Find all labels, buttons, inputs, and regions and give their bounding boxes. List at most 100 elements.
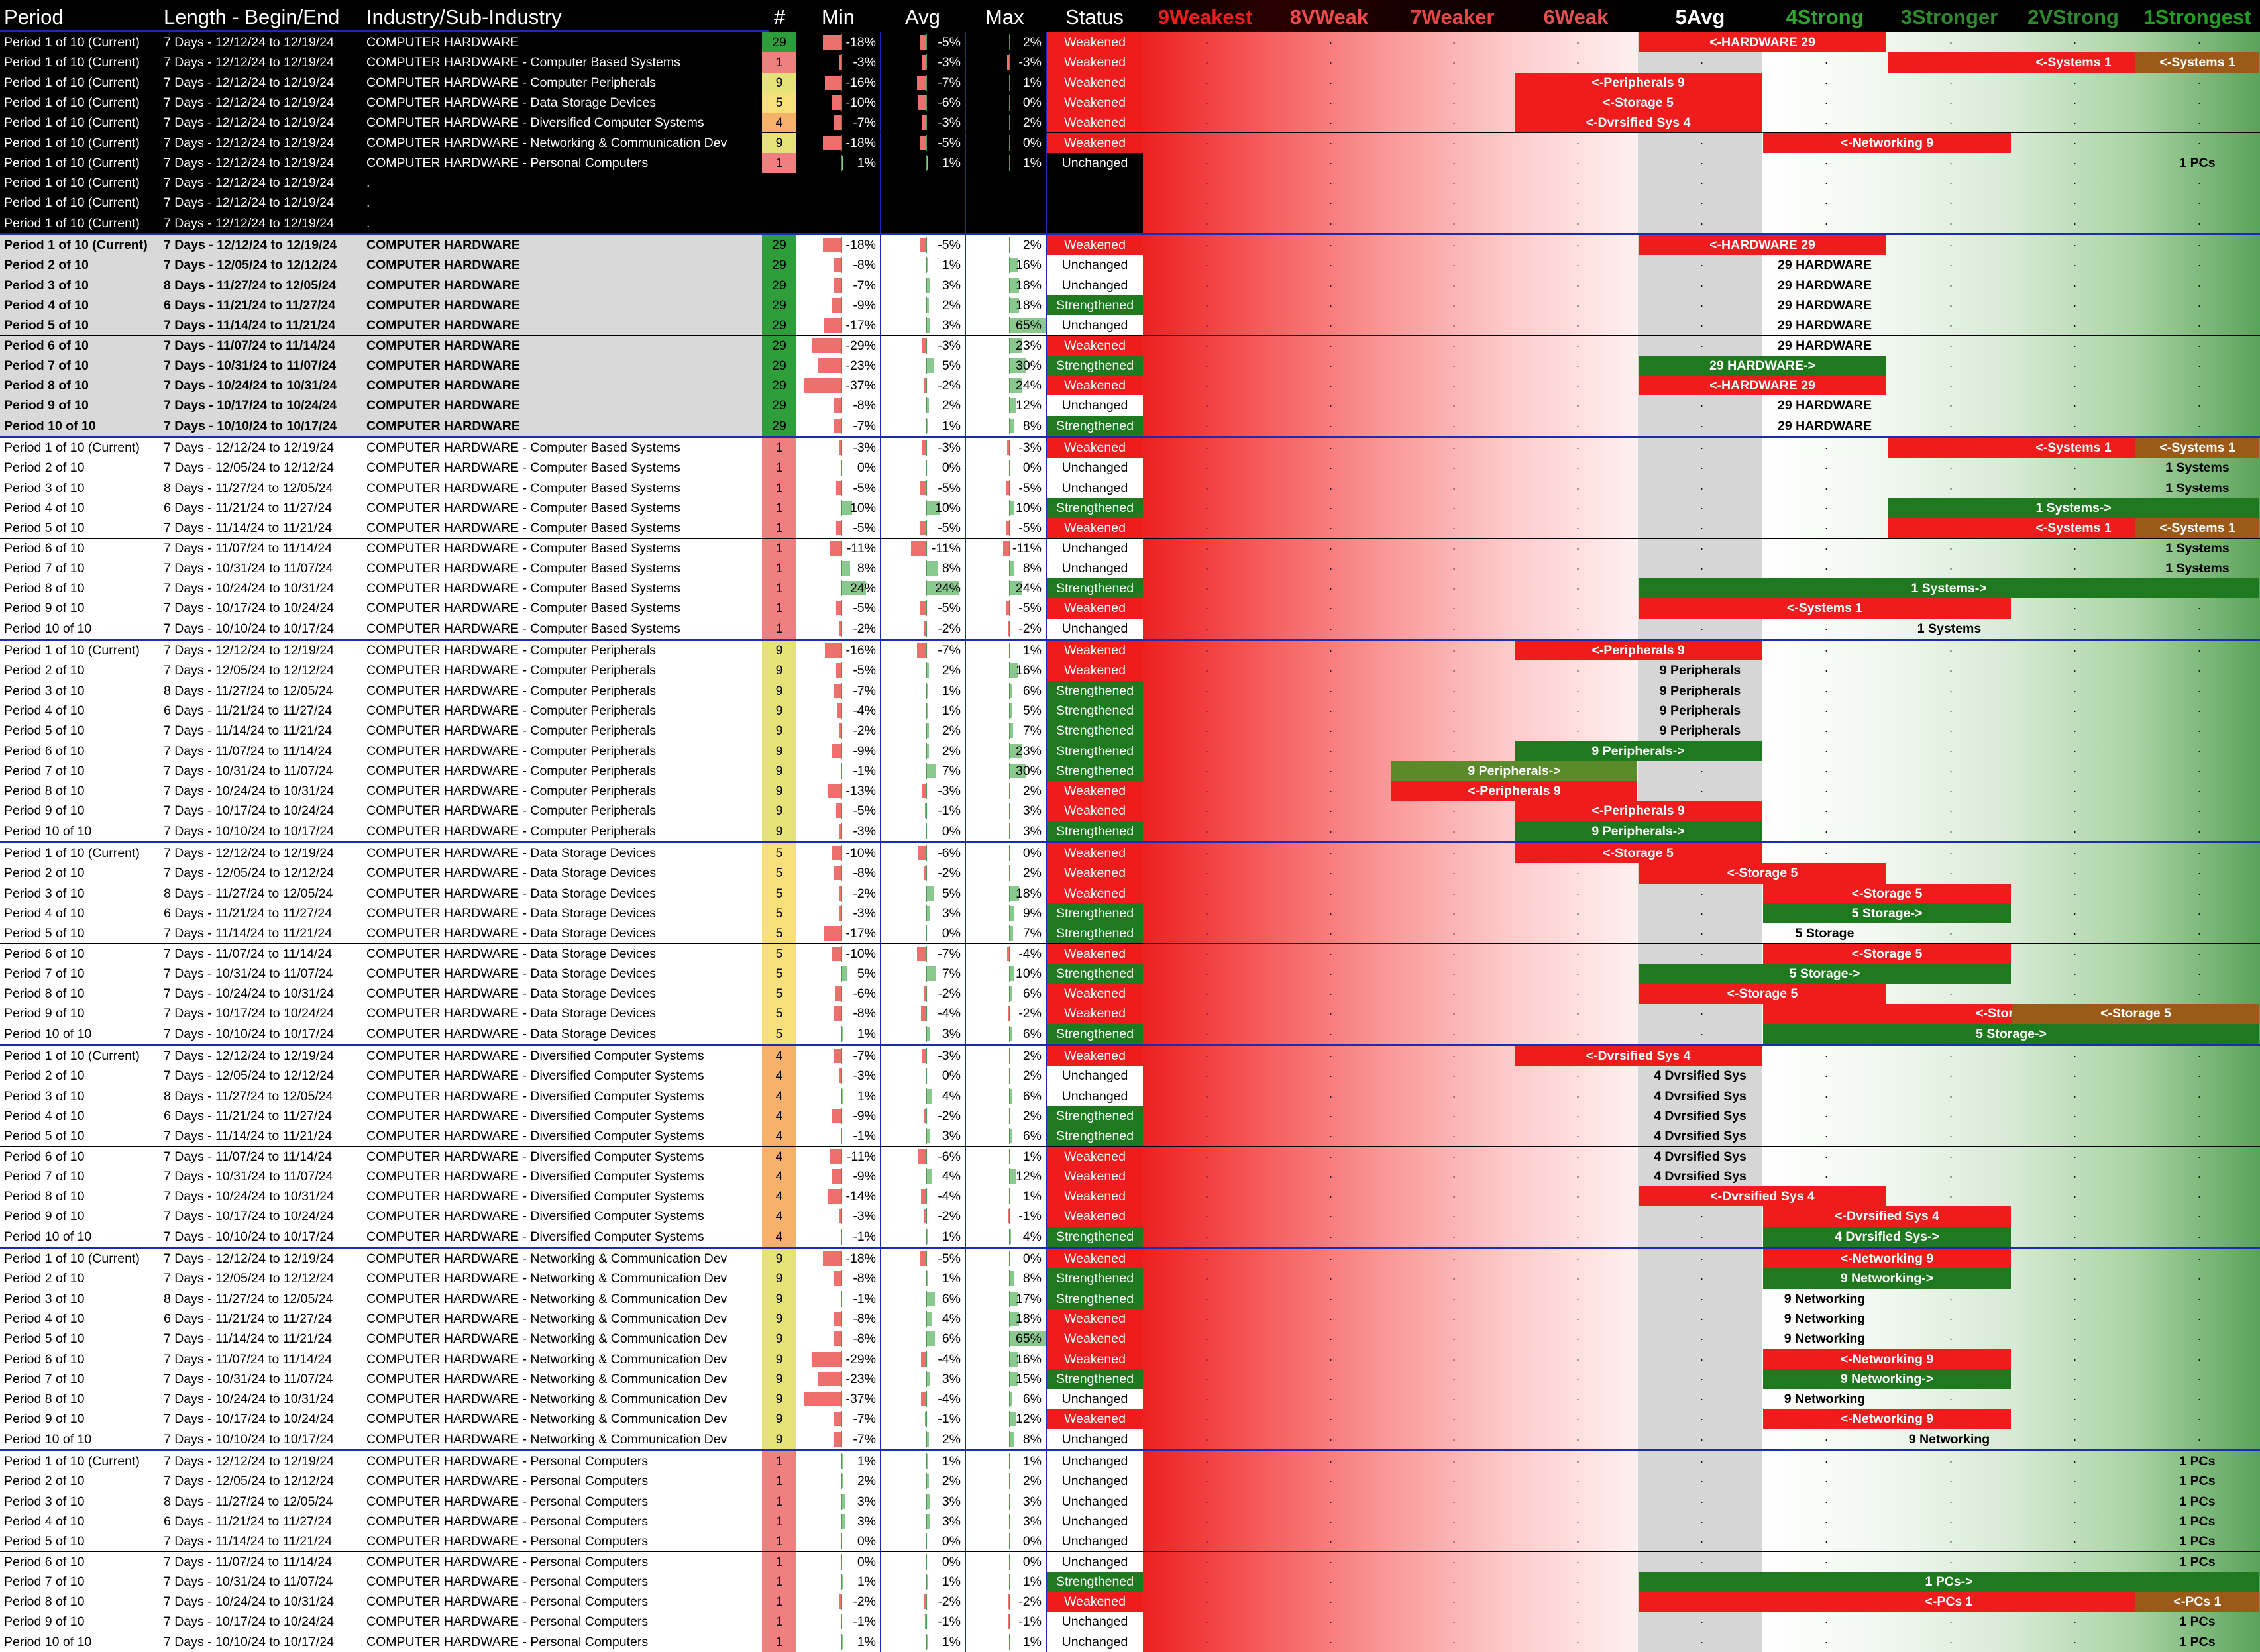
period-cell: Period 7 of 10: [4, 1572, 162, 1592]
table-row[interactable]: Period 3 of 10 8 Days - 11/27/24 to 12/05…: [0, 1491, 2260, 1512]
table-row[interactable]: Period 5 of 10 7 Days - 11/14/24 to 11/21…: [0, 923, 2260, 944]
table-row[interactable]: Period 9 of 10 7 Days - 10/17/24 to 10/24…: [0, 1612, 2260, 1632]
avg-axis: [926, 134, 928, 151]
table-row[interactable]: Period 8 of 10 7 Days - 10/24/24 to 10/31…: [0, 1389, 2260, 1410]
table-row[interactable]: Period 8 of 10 7 Days - 10/24/24 to 10/31…: [0, 781, 2260, 801]
table-row[interactable]: Period 7 of 10 7 Days - 10/31/24 to 11/07…: [0, 1368, 2260, 1390]
table-row[interactable]: Period 6 of 10 7 Days - 11/07/24 to 11/14…: [0, 1551, 2260, 1572]
table-row[interactable]: Period 3 of 10 8 Days - 11/27/24 to 12/05…: [0, 275, 2260, 295]
zone-dot: .: [1329, 315, 1332, 335]
table-row[interactable]: Period 9 of 10 7 Days - 10/17/24 to 10/24…: [0, 1409, 2260, 1429]
table-row[interactable]: Period 7 of 10 7 Days - 10/31/24 to 11/07…: [0, 558, 2260, 579]
table-row[interactable]: Period 1 of 10 (Current) 7 Days - 12/12/2…: [0, 235, 2260, 256]
table-row[interactable]: Period 1 of 10 (Current) 7 Days - 12/12/2…: [0, 92, 2260, 113]
table-row[interactable]: Period 2 of 10 7 Days - 12/05/24 to 12/12…: [0, 660, 2260, 681]
table-row[interactable]: Period 2 of 10 7 Days - 12/05/24 to 12/12…: [0, 863, 2260, 884]
table-row[interactable]: Period 1 of 10 (Current) 7 Days - 12/12/2…: [0, 113, 2260, 133]
table-row[interactable]: Period 5 of 10 7 Days - 11/14/24 to 11/21…: [0, 1126, 2260, 1147]
table-row[interactable]: Period 2 of 10 7 Days - 12/05/24 to 12/12…: [0, 255, 2260, 276]
table-row[interactable]: Period 10 of 10 7 Days - 10/10/24 to 10/1…: [0, 1226, 2260, 1247]
table-row[interactable]: Period 5 of 10 7 Days - 11/14/24 to 11/21…: [0, 721, 2260, 741]
industry-cell: COMPUTER HARDWARE - Computer Peripherals: [366, 681, 764, 701]
table-row[interactable]: Period 7 of 10 7 Days - 10/31/24 to 11/07…: [0, 1166, 2260, 1187]
rotation-tag: <-Peripherals 9: [1515, 801, 1762, 821]
table-row[interactable]: Period 1 of 10 (Current) 7 Days - 12/12/2…: [0, 843, 2260, 864]
table-row[interactable]: Period 1 of 10 (Current) 7 Days - 12/12/2…: [0, 1046, 2260, 1066]
table-row[interactable]: Period 8 of 10 7 Days - 10/24/24 to 10/31…: [0, 984, 2260, 1004]
industry-cell: COMPUTER HARDWARE - Personal Computers: [366, 1451, 764, 1471]
table-row[interactable]: Period 4 of 10 6 Days - 11/21/24 to 11/27…: [0, 903, 2260, 924]
table-row[interactable]: Period 1 of 10 (Current) 7 Days - 12/12/2…: [0, 213, 2260, 233]
table-row[interactable]: Period 3 of 10 8 Days - 11/27/24 to 12/05…: [0, 1288, 2260, 1309]
table-row[interactable]: Period 7 of 10 7 Days - 10/31/24 to 11/07…: [0, 963, 2260, 984]
table-row[interactable]: Period 9 of 10 7 Days - 10/17/24 to 10/24…: [0, 801, 2260, 821]
table-row[interactable]: Period 4 of 10 6 Days - 11/21/24 to 11/27…: [0, 1308, 2260, 1329]
max-cell: 2%: [966, 1066, 1042, 1086]
table-row[interactable]: Period 1 of 10 (Current) 7 Days - 12/12/2…: [0, 193, 2260, 213]
table-row[interactable]: Period 8 of 10 7 Days - 10/24/24 to 10/31…: [0, 1592, 2260, 1612]
table-row[interactable]: Period 1 of 10 (Current) 7 Days - 12/12/2…: [0, 173, 2260, 193]
table-row[interactable]: Period 1 of 10 (Current) 7 Days - 12/12/2…: [0, 641, 2260, 661]
table-row[interactable]: Period 10 of 10 7 Days - 10/10/24 to 10/1…: [0, 821, 2260, 841]
table-row[interactable]: Period 1 of 10 (Current) 7 Days - 12/12/2…: [0, 72, 2260, 93]
table-row[interactable]: Period 5 of 10 7 Days - 11/14/24 to 11/21…: [0, 1531, 2260, 1552]
table-row[interactable]: Period 1 of 10 (Current) 7 Days - 12/12/2…: [0, 1249, 2260, 1269]
table-row[interactable]: Period 8 of 10 7 Days - 10/24/24 to 10/31…: [0, 376, 2260, 396]
table-row[interactable]: Period 1 of 10 (Current) 7 Days - 12/12/2…: [0, 52, 2260, 73]
zone-dot: .: [1205, 1451, 1209, 1471]
industry-cell: COMPUTER HARDWARE - Computer Based Syste…: [366, 619, 764, 639]
table-row[interactable]: Period 1 of 10 (Current) 7 Days - 12/12/2…: [0, 438, 2260, 458]
status-cell: Strengthened: [1047, 761, 1143, 781]
table-row[interactable]: Period 6 of 10 7 Days - 11/07/24 to 11/14…: [0, 1349, 2260, 1369]
avg-cell: 7%: [881, 761, 961, 781]
table-row[interactable]: Period 8 of 10 7 Days - 10/24/24 to 10/31…: [0, 1186, 2260, 1207]
zone-dot: .: [1452, 843, 1456, 863]
table-row[interactable]: Period 2 of 10 7 Days - 12/05/24 to 12/12…: [0, 458, 2260, 478]
table-row[interactable]: Period 4 of 10 6 Days - 11/21/24 to 11/27…: [0, 700, 2260, 721]
table-row[interactable]: Period 1 of 10 (Current) 7 Days - 12/12/2…: [0, 132, 2260, 153]
table-row[interactable]: Period 7 of 10 7 Days - 10/31/24 to 11/07…: [0, 760, 2260, 782]
table-row[interactable]: Period 10 of 10 7 Days - 10/10/24 to 10/1…: [0, 1023, 2260, 1044]
zone-dot: .: [1700, 1409, 1703, 1429]
table-row[interactable]: Period 4 of 10 6 Days - 11/21/24 to 11/27…: [0, 1511, 2260, 1532]
table-row[interactable]: Period 10 of 10 7 Days - 10/10/24 to 10/1…: [0, 415, 2260, 436]
table-row[interactable]: Period 6 of 10 7 Days - 11/07/24 to 11/14…: [0, 335, 2260, 356]
table-row[interactable]: Period 1 of 10 (Current) 7 Days - 12/12/2…: [0, 1451, 2260, 1472]
zone-dot: .: [1329, 1389, 1332, 1409]
table-row[interactable]: Period 5 of 10 7 Days - 11/14/24 to 11/21…: [0, 518, 2260, 539]
table-row[interactable]: Period 2 of 10 7 Days - 12/05/24 to 12/12…: [0, 1066, 2260, 1086]
table-row[interactable]: Period 8 of 10 7 Days - 10/24/24 to 10/31…: [0, 578, 2260, 599]
table-row[interactable]: Period 7 of 10 7 Days - 10/31/24 to 11/07…: [0, 1571, 2260, 1592]
table-row[interactable]: Period 7 of 10 7 Days - 10/31/24 to 11/07…: [0, 355, 2260, 376]
table-row[interactable]: Period 10 of 10 7 Days - 10/10/24 to 10/1…: [0, 1429, 2260, 1449]
table-row[interactable]: Period 9 of 10 7 Days - 10/17/24 to 10/24…: [0, 1004, 2260, 1024]
table-row[interactable]: Period 2 of 10 7 Days - 12/05/24 to 12/12…: [0, 1268, 2260, 1289]
table-row[interactable]: Period 4 of 10 6 Days - 11/21/24 to 11/27…: [0, 1106, 2260, 1127]
table-row[interactable]: Period 4 of 10 6 Days - 11/21/24 to 11/27…: [0, 295, 2260, 316]
max-cell: 65%: [966, 1329, 1042, 1349]
table-row[interactable]: Period 5 of 10 7 Days - 11/14/24 to 11/21…: [0, 1329, 2260, 1349]
zone-dot: .: [1329, 395, 1332, 415]
table-row[interactable]: Period 5 of 10 7 Days - 11/14/24 to 11/21…: [0, 315, 2260, 336]
table-row[interactable]: Period 9 of 10 7 Days - 10/17/24 to 10/24…: [0, 1206, 2260, 1227]
table-row[interactable]: Period 4 of 10 6 Days - 11/21/24 to 11/27…: [0, 497, 2260, 519]
zone-dot: .: [1452, 376, 1456, 395]
zone-dot: .: [2198, 1227, 2201, 1247]
table-row[interactable]: Period 6 of 10 7 Days - 11/07/24 to 11/14…: [0, 1146, 2260, 1166]
table-row[interactable]: Period 10 of 10 7 Days - 10/10/24 to 10/1…: [0, 618, 2260, 639]
table-row[interactable]: Period 3 of 10 8 Days - 11/27/24 to 12/05…: [0, 883, 2260, 903]
table-row[interactable]: Period 9 of 10 7 Days - 10/17/24 to 10/24…: [0, 395, 2260, 416]
table-row[interactable]: Period 1 of 10 (Current) 7 Days - 12/12/2…: [0, 32, 2260, 53]
industry-cell: COMPUTER HARDWARE: [366, 276, 764, 295]
table-row[interactable]: Period 10 of 10 7 Days - 10/10/24 to 10/1…: [0, 1631, 2260, 1652]
table-row[interactable]: Period 3 of 10 8 Days - 11/27/24 to 12/05…: [0, 478, 2260, 498]
table-row[interactable]: Period 2 of 10 7 Days - 12/05/24 to 12/12…: [0, 1471, 2260, 1492]
table-row[interactable]: Period 6 of 10 7 Days - 11/07/24 to 11/14…: [0, 741, 2260, 761]
table-row[interactable]: Period 9 of 10 7 Days - 10/17/24 to 10/24…: [0, 598, 2260, 619]
table-row[interactable]: Period 3 of 10 8 Days - 11/27/24 to 12/05…: [0, 1086, 2260, 1106]
table-row[interactable]: Period 1 of 10 (Current) 7 Days - 12/12/2…: [0, 152, 2260, 174]
length-cell: 7 Days - 10/10/24 to 10/17/24: [164, 1227, 362, 1247]
table-row[interactable]: Period 6 of 10 7 Days - 11/07/24 to 11/14…: [0, 943, 2260, 964]
table-row[interactable]: Period 6 of 10 7 Days - 11/07/24 to 11/14…: [0, 538, 2260, 558]
table-row[interactable]: Period 3 of 10 8 Days - 11/27/24 to 12/05…: [0, 680, 2260, 701]
